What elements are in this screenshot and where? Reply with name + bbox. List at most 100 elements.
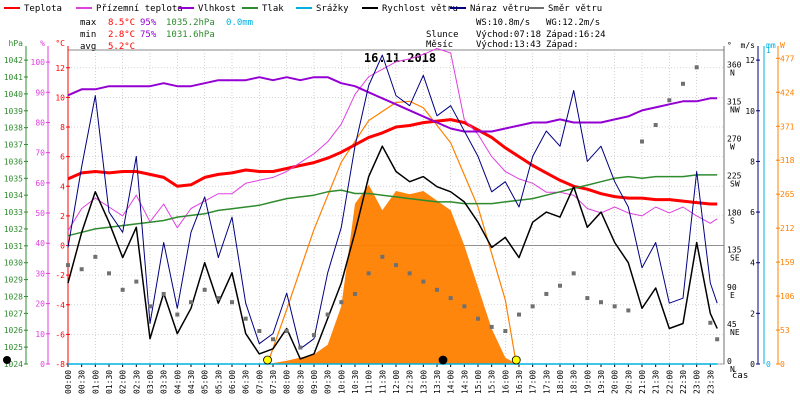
x-tick-label: 11:30 [378, 370, 387, 394]
x-tick-label: 14:30 [460, 370, 469, 394]
stat-max-rain: 0.0mm [226, 18, 253, 28]
direction-compass-label: N [730, 68, 735, 77]
direction-axis-unit: ° [727, 41, 732, 50]
wind-direction-point [366, 271, 371, 276]
solar-axis-tick-label: 0 [780, 360, 785, 369]
x-tick-label: 23:00 [693, 370, 702, 394]
pressure-axis-tick-label: 1040 [4, 90, 23, 99]
pressure-axis-tick-label: 1034 [4, 191, 23, 200]
axes: 1024102510261027102810291030103110321033… [4, 39, 795, 394]
moon-label: Měsíc [426, 40, 453, 50]
moon-set: Západ: [546, 40, 579, 50]
stat-max-temp: 8.5°C [108, 18, 135, 28]
x-tick-label: 22:00 [665, 370, 674, 394]
solar-area [266, 100, 517, 365]
stat-max-press: 1035.2hPa [166, 18, 215, 28]
x-tick-label: 20:00 [611, 370, 620, 394]
x-tick-label: 07:30 [269, 370, 278, 394]
direction-compass-label: SW [730, 180, 740, 189]
x-tick-label: 09:30 [324, 370, 333, 394]
direction-compass-label: E [730, 291, 735, 300]
direction-tick-label: 315 [727, 97, 742, 106]
wind-direction-point [134, 279, 139, 284]
x-tick-label: 15:00 [474, 370, 483, 394]
temperature-axis-tick-label: 12 [55, 64, 65, 73]
x-tick-label: 17:30 [542, 370, 551, 394]
wind-direction-point [599, 300, 603, 305]
temperature-axis-tick-label: 0 [60, 242, 65, 251]
temperature-axis-tick-label: -6 [55, 330, 65, 339]
wind-direction-point [462, 304, 467, 309]
x-tick-label: 16:30 [515, 370, 524, 394]
pressure-axis-tick-label: 1027 [4, 309, 23, 318]
wind-direction-point [612, 304, 617, 309]
x-tick-label: 06:00 [228, 370, 237, 394]
temperature-axis-tick-label: 2 [60, 212, 65, 221]
temperature-axis-tick-label: 10 [55, 93, 65, 102]
wind-axis-tick-label: 10 [745, 107, 755, 116]
humidity-axis-tick-label: 20 [35, 300, 45, 309]
humidity-axis-tick-label: 70 [35, 149, 45, 158]
x-tick-label: 03:30 [160, 370, 169, 394]
wind-direction-point [298, 345, 303, 350]
marker-moon-phase [3, 356, 11, 364]
series-line-3 [67, 174, 718, 237]
wind-direction-point [448, 296, 453, 301]
wind-direction-point [79, 267, 84, 272]
humidity-axis-tick-label: 0 [40, 360, 45, 369]
rain-axis-tick-label: 1 [766, 46, 771, 55]
wind-direction-point [93, 254, 98, 259]
wind-axis-tick-label: 0 [750, 360, 755, 369]
humidity-axis-tick-label: 90 [35, 88, 45, 97]
direction-tick-label: 135 [727, 246, 742, 255]
wind-direction-point [571, 271, 576, 276]
x-tick-label: 12:00 [392, 370, 401, 394]
wind-axis-tick-label: 6 [750, 208, 755, 217]
humidity-axis-tick-label: 80 [35, 118, 45, 127]
wind-direction-point [148, 304, 152, 309]
legend: Teplota Přízemní teplota Vlhkost Tlak Srážky… [4, 4, 602, 14]
humidity-axis-tick-label: 10 [35, 330, 45, 339]
stat-avg-temp: 5.2°C [108, 42, 135, 52]
direction-compass-label: NE [730, 328, 740, 337]
markers [3, 355, 521, 365]
wind-direction-point [312, 333, 316, 338]
series-line-0 [67, 118, 718, 206]
temperature-axis-tick-label: 6 [60, 153, 65, 162]
pressure-axis-tick-label: 1035 [4, 174, 23, 183]
wind-direction-point [503, 329, 508, 334]
x-tick-label: 07:00 [255, 370, 264, 394]
series-line-1 [67, 48, 718, 231]
temperature-axis-tick-label: -8 [55, 360, 65, 369]
humidity-axis-tick-label: 40 [35, 239, 45, 248]
wind-direction-point [421, 279, 426, 284]
x-tick-label: 11:00 [365, 370, 374, 394]
x-tick-label: 08:00 [283, 370, 292, 394]
wind-direction-point [243, 316, 248, 321]
wind-direction-point [694, 65, 699, 70]
stat-max-hum: 95% [140, 18, 157, 28]
direction-compass-label: W [730, 142, 735, 151]
solar-axis-tick-label: 265 [780, 190, 795, 199]
pressure-axis-tick-label: 1025 [4, 343, 23, 352]
solar-axis-tick-label: 159 [780, 258, 795, 267]
wind-direction-point [284, 329, 289, 334]
solar-axis-tick-label: 318 [780, 156, 795, 165]
humidity-axis-unit: % [40, 39, 45, 48]
pressure-axis-tick-label: 1026 [4, 326, 23, 335]
temperature-axis-tick-label: -2 [55, 271, 65, 280]
pressure-axis-unit: hPa [9, 39, 24, 48]
x-tick-label: 19:00 [583, 370, 592, 394]
wind-direction-point [681, 81, 685, 86]
direction-compass-label: NW [730, 105, 740, 114]
x-tick-label: 01:30 [105, 370, 114, 394]
humidity-axis-tick-label: 50 [35, 209, 45, 218]
x-tick-label: 23:30 [706, 370, 715, 394]
wind-direction-point [626, 308, 631, 313]
stat-min-hum: 75% [140, 30, 157, 40]
wind-direction-point [175, 312, 180, 317]
legend-label-1: Přízemní teplota [96, 4, 183, 14]
x-tick-label: 22:30 [679, 370, 688, 394]
wind-speed-stat: WS:10.8m/s [476, 18, 530, 28]
series-line-2 [67, 76, 718, 133]
